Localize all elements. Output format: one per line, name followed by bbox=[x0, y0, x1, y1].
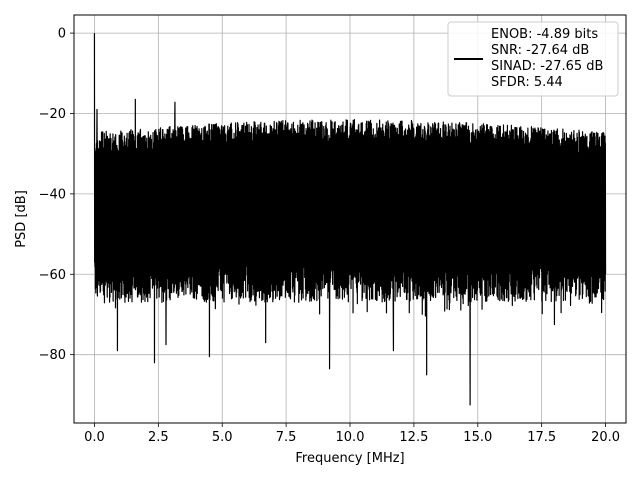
x-axis-label: Frequency [MHz] bbox=[295, 451, 404, 466]
legend: ENOB: -4.89 bits SNR: -27.64 dB SINAD: -… bbox=[447, 21, 619, 97]
legend-box bbox=[447, 21, 619, 97]
legend-line-snr: SNR: -27.64 dB bbox=[491, 43, 589, 58]
x-tick-label: 12.5 bbox=[399, 430, 428, 445]
data-layer bbox=[93, 33, 607, 406]
y-axis-label: PSD [dB] bbox=[14, 190, 29, 248]
y-tick-label: −40 bbox=[39, 187, 66, 202]
x-tick-label: 10.0 bbox=[336, 430, 365, 445]
x-tick-label: 7.5 bbox=[276, 430, 297, 445]
psd-series-line bbox=[93, 33, 607, 406]
y-axis-ticks: 0 −20 −40 −60 −80 bbox=[39, 27, 74, 363]
x-tick-label: 15.0 bbox=[463, 430, 492, 445]
x-tick-label: 0.0 bbox=[84, 430, 105, 445]
x-tick-label: 17.5 bbox=[527, 430, 556, 445]
y-tick-label: −20 bbox=[39, 107, 66, 122]
legend-line-sinad: SINAD: -27.65 dB bbox=[491, 59, 603, 74]
y-tick-label: −80 bbox=[39, 348, 66, 363]
y-tick-label: −60 bbox=[39, 268, 66, 283]
y-tick-label: 0 bbox=[58, 27, 66, 42]
x-tick-label: 2.5 bbox=[148, 430, 169, 445]
x-axis-ticks: 0.0 2.5 5.0 7.5 10.0 12.5 15.0 17.5 20.0 bbox=[84, 423, 620, 445]
x-tick-label: 5.0 bbox=[212, 430, 233, 445]
legend-line-enob: ENOB: -4.89 bits bbox=[491, 27, 598, 42]
x-tick-label: 20.0 bbox=[591, 430, 620, 445]
legend-line-sfdr: SFDR: 5.44 bbox=[491, 75, 563, 90]
